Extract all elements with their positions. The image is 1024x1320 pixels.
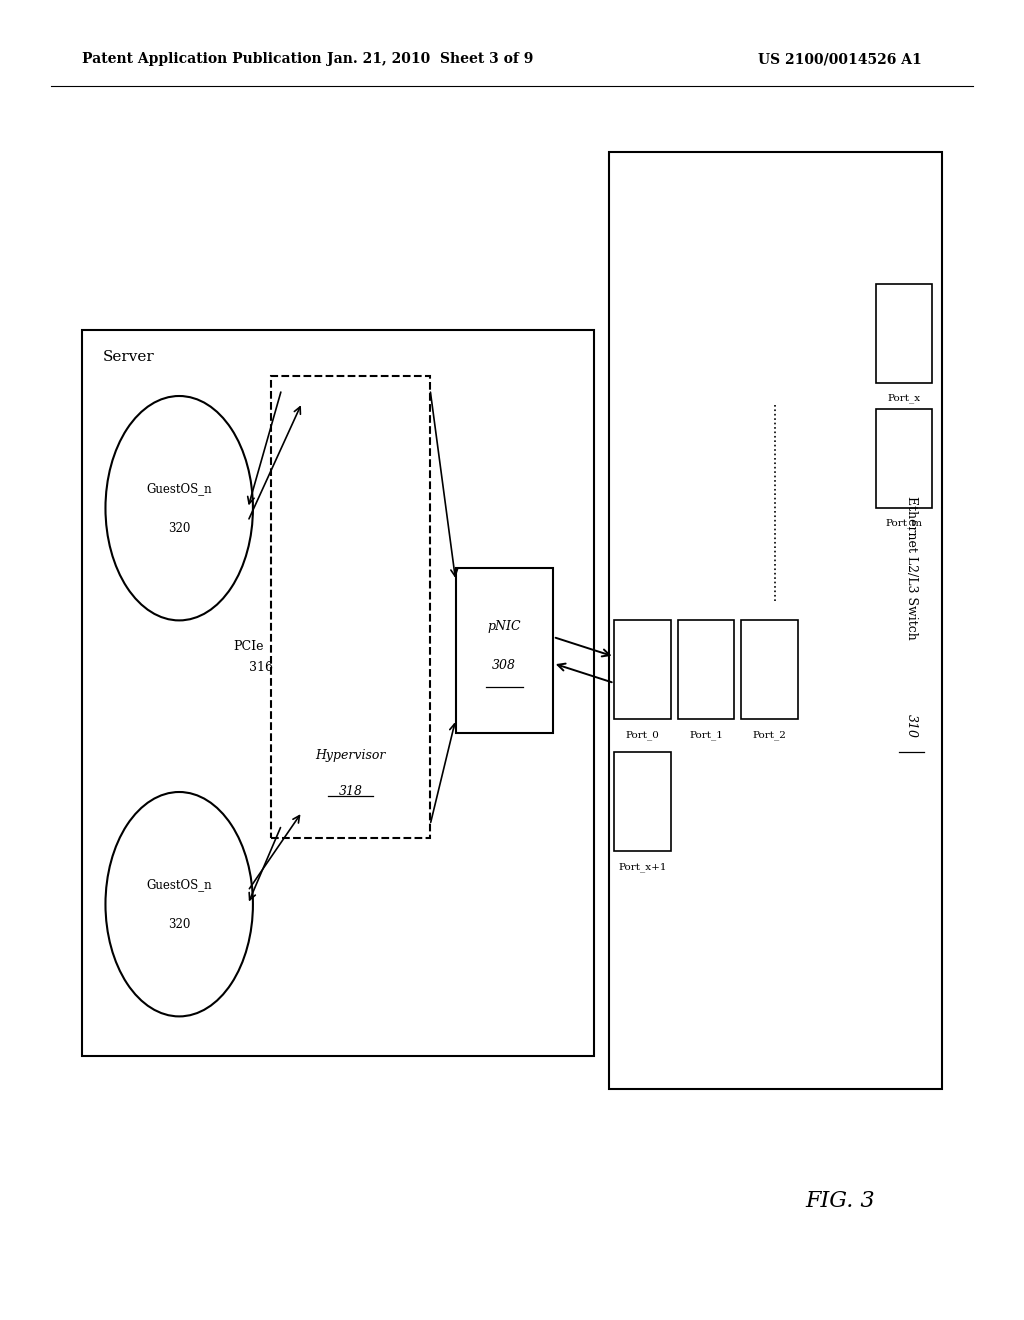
Text: GuestOS_n: GuestOS_n xyxy=(146,482,212,495)
Text: 320: 320 xyxy=(168,917,190,931)
Text: Port_0: Port_0 xyxy=(626,730,659,739)
Bar xyxy=(678,620,734,719)
Text: 316: 316 xyxy=(249,661,273,675)
Text: Port_1: Port_1 xyxy=(689,730,723,739)
Text: 318: 318 xyxy=(339,785,362,799)
Text: Server: Server xyxy=(102,350,155,364)
Bar xyxy=(456,568,553,733)
Bar xyxy=(876,409,932,508)
Text: 320: 320 xyxy=(168,521,190,535)
Text: Port_m: Port_m xyxy=(885,519,923,528)
Text: PCIe: PCIe xyxy=(233,640,264,653)
Text: Hypervisor: Hypervisor xyxy=(315,748,386,762)
Text: Port_x: Port_x xyxy=(887,393,921,403)
Text: Port_x+1: Port_x+1 xyxy=(618,862,667,871)
Text: pNIC: pNIC xyxy=(487,620,521,632)
Bar xyxy=(614,620,671,719)
Text: Port_2: Port_2 xyxy=(753,730,786,739)
Ellipse shape xyxy=(105,396,253,620)
Text: US 2100/0014526 A1: US 2100/0014526 A1 xyxy=(758,53,922,66)
Bar xyxy=(609,152,942,1089)
Text: FIG. 3: FIG. 3 xyxy=(805,1191,874,1212)
Bar xyxy=(271,376,430,838)
Text: Jan. 21, 2010  Sheet 3 of 9: Jan. 21, 2010 Sheet 3 of 9 xyxy=(327,53,534,66)
Text: 310: 310 xyxy=(905,714,918,738)
Text: Ethernet L2/L3 Switch: Ethernet L2/L3 Switch xyxy=(905,496,918,639)
Ellipse shape xyxy=(105,792,253,1016)
Text: GuestOS_n: GuestOS_n xyxy=(146,878,212,891)
Text: Patent Application Publication: Patent Application Publication xyxy=(82,53,322,66)
Bar xyxy=(876,284,932,383)
Bar xyxy=(741,620,798,719)
Bar xyxy=(614,752,671,851)
Text: 308: 308 xyxy=(493,660,516,672)
Bar xyxy=(82,330,594,1056)
